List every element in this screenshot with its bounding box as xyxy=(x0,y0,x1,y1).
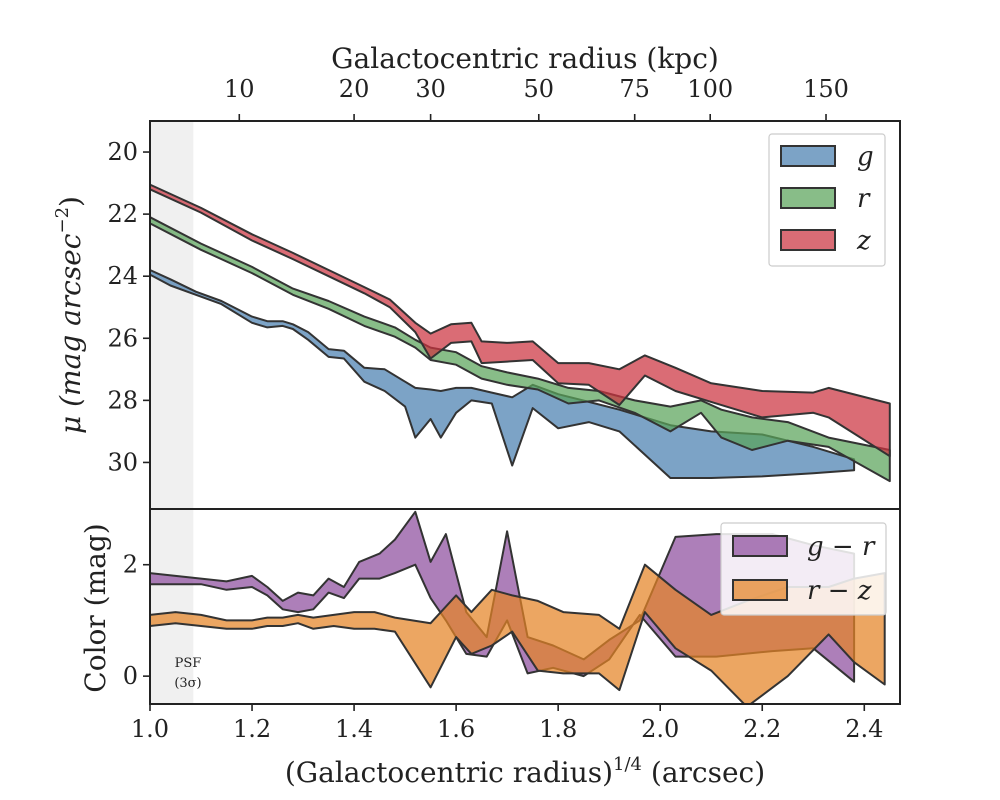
bottom-bands xyxy=(150,510,886,704)
color-panel: 0 2 1.0 1.2 1.4 1.6 1.8 2.0 2.2 2.4 g − r r − z xyxy=(123,508,901,743)
legend-label-z: z xyxy=(856,226,871,256)
psf-shade-top xyxy=(150,121,194,509)
ytick-label-top: 20 xyxy=(107,138,138,166)
psf-label-line2: (3σ) xyxy=(174,676,201,691)
kpc-tick-label: 10 xyxy=(224,75,255,103)
bottom-xlabel-unit: (arcsec) xyxy=(642,756,765,789)
xtick-label: 1.6 xyxy=(437,715,475,743)
kpc-tick-label: 100 xyxy=(687,75,733,103)
ytick-label-bottom: 2 xyxy=(123,551,138,579)
band-z xyxy=(149,183,891,458)
bottom-ylabel: Color (mag) xyxy=(79,523,112,692)
bottom-xlabel: (Galactocentric radius)1/4 (arcsec) xyxy=(285,754,765,789)
top-ylabel: μ (mag arcsec−2) xyxy=(52,196,87,434)
legend-swatch-z xyxy=(780,229,836,251)
legend-label-g-r: g − r xyxy=(807,532,876,562)
ytick-label-bottom: 0 xyxy=(123,662,138,690)
xtick-label: 2.0 xyxy=(641,715,679,743)
ytick-label-top: 28 xyxy=(107,386,138,414)
bottom-frame xyxy=(149,508,901,705)
top-xlabel: Galactocentric radius (kpc) xyxy=(331,42,719,75)
band-r-minus-z xyxy=(150,563,886,704)
legend-swatch-r xyxy=(780,187,836,209)
top-ylabel-main: μ (mag arcsec xyxy=(54,233,87,434)
xtick-label: 2.4 xyxy=(845,715,883,743)
kpc-tick-label: 150 xyxy=(803,75,849,103)
xtick-label: 1.8 xyxy=(539,715,577,743)
xtick-label: 1.2 xyxy=(233,715,271,743)
top-ylabel-sup: −2 xyxy=(52,207,73,234)
bottom-xlabel-sup: 1/4 xyxy=(613,754,642,775)
kpc-tick-label: 75 xyxy=(619,75,650,103)
legend-swatch-g xyxy=(780,145,836,167)
xtick-label: 1.4 xyxy=(335,715,373,743)
kpc-tick-label: 30 xyxy=(415,75,446,103)
legend-label-r: r xyxy=(857,184,871,214)
xtick-label: 2.2 xyxy=(743,715,781,743)
xtick-label: 1.0 xyxy=(131,715,169,743)
psf-shade-bottom xyxy=(150,509,194,704)
top-ylabel-end: ) xyxy=(54,196,87,207)
legend-top: grz xyxy=(768,133,886,267)
legend-swatch-r-z xyxy=(732,579,788,601)
bottom-xlabel-base: (Galactocentric radius) xyxy=(285,756,613,789)
legend-swatch-g-r xyxy=(732,535,788,557)
band-g xyxy=(149,269,856,479)
legend-label-g: g xyxy=(857,142,874,172)
ytick-label-top: 30 xyxy=(107,448,138,476)
legend-bottom: g − r r − z xyxy=(720,522,887,616)
kpc-tick-label: 50 xyxy=(524,75,555,103)
ytick-label-top: 26 xyxy=(107,324,138,352)
ytick-label-top: 24 xyxy=(107,262,138,290)
kpc-tick-label: 20 xyxy=(339,75,370,103)
surface-brightness-panel: 20 22 24 26 28 30 10 20 30 50 75 100 150 grz xyxy=(107,75,901,510)
ytick-label-top: 22 xyxy=(107,200,138,228)
psf-label-line1: PSF xyxy=(175,656,202,671)
legend-label-r-z: r − z xyxy=(807,576,872,606)
